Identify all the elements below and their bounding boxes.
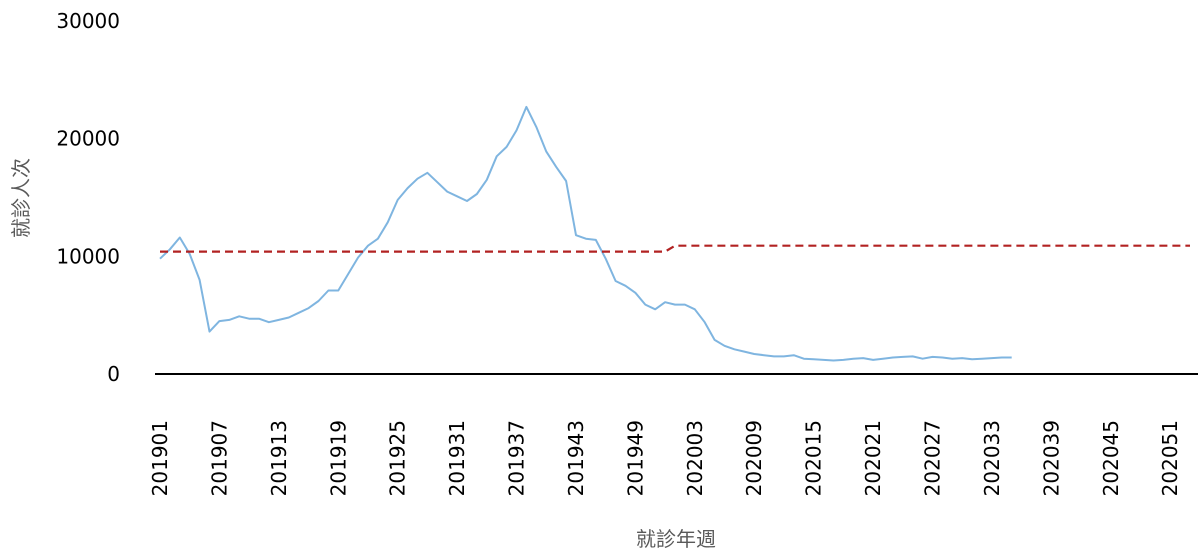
- x-tick-label: 201913: [267, 420, 291, 496]
- x-tick-label: 202039: [1039, 420, 1063, 496]
- series-layer: [159, 105, 1190, 362]
- y-tick-label: 0: [107, 362, 120, 386]
- x-tick-label: 201943: [564, 420, 588, 496]
- x-tick-label: 202051: [1158, 420, 1182, 496]
- x-axis-title: 就診年週: [636, 527, 716, 551]
- y-axis-title: 就診人次: [9, 158, 33, 238]
- y-tick-label: 20000: [56, 127, 120, 151]
- x-tick-label: 201937: [505, 420, 529, 496]
- x-tick-label: 202015: [802, 420, 826, 496]
- weekly-visits-line: [159, 105, 1012, 362]
- x-tick-label: 201925: [386, 420, 410, 496]
- x-tick-label: 201931: [445, 420, 469, 496]
- y-tick-labels: 0 10000 20000 30000: [56, 9, 120, 386]
- x-tick-label: 201901: [148, 420, 172, 496]
- x-tick-label: 201919: [326, 420, 350, 496]
- threshold-dashed-line: [160, 244, 1190, 253]
- x-tick-label: 202003: [683, 420, 707, 496]
- x-tick-label: 202033: [980, 420, 1004, 496]
- y-tick-label: 30000: [56, 9, 120, 33]
- x-tick-label: 201949: [623, 420, 647, 496]
- x-tick-label: 202009: [742, 420, 766, 496]
- x-tick-label: 202045: [1099, 420, 1123, 496]
- x-tick-label: 202027: [921, 420, 945, 496]
- x-tick-label: 202021: [861, 420, 885, 496]
- x-tick-labels: 201901 201907 201913 201919 201925 201931 2019…: [148, 420, 1182, 496]
- y-tick-label: 10000: [56, 244, 120, 268]
- x-tick-label: 201907: [207, 420, 231, 496]
